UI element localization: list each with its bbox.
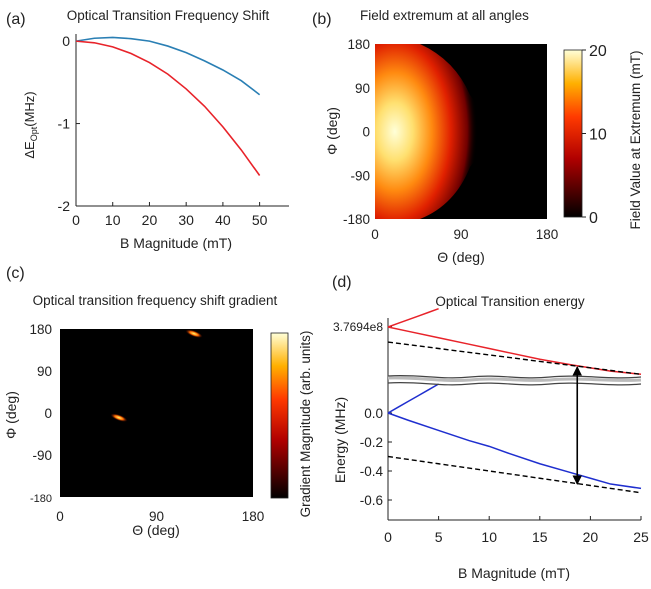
panel-a-title: Optical Transition Frequency Shift	[67, 8, 270, 23]
panel-b-x-tick-label: 180	[536, 227, 559, 242]
panel-d-y-tick-label: 0.0	[364, 406, 383, 421]
panel-c-hotspots	[110, 329, 203, 422]
panel-d-x-tick-label: 15	[532, 529, 548, 545]
panel-a-series-line-1	[75, 36, 261, 96]
panel-b-heatmap-blob	[375, 44, 485, 219]
panel-b-letter: (b)	[312, 11, 332, 28]
panel-a-y-tick-label: 0	[62, 33, 70, 49]
panel-d-x-tick-label: 0	[384, 529, 392, 545]
panel-d-axis-break	[387, 375, 642, 386]
panel-b-y-tick-label: 90	[355, 81, 370, 96]
panel-a-y-ticks: 0 -1 -2	[58, 33, 80, 214]
panel-c-x-ticks: 0 90 180	[56, 509, 264, 524]
panel-c-hotspot	[110, 413, 128, 422]
panel-c-hotspot	[185, 329, 203, 338]
panel-a-x-ticks: 0 10 20 30 40 50	[72, 202, 268, 228]
panel-d-y-tick-label: -0.6	[360, 493, 383, 508]
panel-d-y-label: Energy (MHz)	[332, 397, 348, 483]
panel-b-y-tick-label: 180	[347, 37, 370, 52]
panel-a-series-line-2	[75, 40, 261, 176]
panel-d-letter: (d)	[332, 274, 352, 291]
panel-d-x-label: B Magnitude (mT)	[458, 565, 570, 581]
panel-d-x-tick-label: 20	[583, 529, 599, 545]
panel-b-y-tick-label: 0	[362, 125, 370, 140]
panel-d-series	[387, 308, 642, 494]
panel-d-x-tick-label: 5	[435, 529, 443, 545]
panel-c-y-label: Φ (deg)	[3, 391, 19, 439]
panel-b-colorbar-label: Field Value at Extremum (mT)	[628, 50, 643, 229]
panel-d-title: Optical Transition energy	[435, 294, 585, 309]
panel-d-x-tick-label: 25	[633, 529, 649, 545]
panel-b-x-tick-label: 90	[453, 227, 468, 242]
panel-b-x-ticks: 0 90 180	[371, 227, 558, 242]
panel-c: (c) Optical transition frequency shift g…	[3, 265, 313, 538]
panel-a-series	[75, 36, 261, 176]
panel-a-x-tick-label: 40	[215, 212, 231, 228]
panel-b-y-ticks: 180 90 0 -90 -180	[343, 37, 370, 227]
panel-c-y-ticks: 180 90 0 -90 -180	[29, 322, 52, 505]
panel-b-colorbar-tick-label: 20	[589, 43, 607, 60]
panel-d: (d) Optical Transition energy 0 5 10 15 20 25…	[332, 274, 649, 581]
panel-a: (a) Optical Transition Frequency Shift 0…	[6, 8, 289, 251]
panel-c-x-label: Θ (deg)	[132, 522, 179, 538]
panel-d-lower-series-line-2	[387, 412, 642, 490]
panel-a-letter: (a)	[6, 11, 26, 28]
panel-c-title: Optical transition frequency shift gradi…	[33, 293, 278, 308]
panel-d-x-tick-label: 10	[481, 529, 497, 545]
panel-c-y-tick-label: -90	[32, 448, 52, 463]
panel-a-y-label: ΔEOpt(MHz)	[22, 91, 39, 158]
panel-d-upper-series-line-2	[387, 326, 642, 376]
panel-c-colorbar-label: Gradient Magnitude (arb. units)	[298, 331, 313, 518]
panel-d-upper-tick: 3.7694e8	[333, 320, 383, 334]
panel-d-lower-series-line-3	[387, 455, 642, 494]
panel-d-y-ticks: 0.0 -0.2 -0.4 -0.6	[360, 326, 392, 508]
panel-d-upper-series-line-3	[387, 341, 642, 375]
panel-a-x-tick-label: 50	[252, 212, 268, 228]
panel-b-colorbar-tick-label: 10	[589, 127, 607, 144]
panel-c-x-tick-label: 180	[242, 509, 265, 524]
panel-b-y-label: Φ (deg)	[324, 107, 340, 155]
panel-b-title: Field extremum at all angles	[360, 8, 529, 23]
panel-a-x-label: B Magnitude (mT)	[120, 235, 232, 251]
panel-b-colorbar	[563, 49, 583, 218]
panel-c-y-tick-label: 180	[29, 322, 52, 337]
panel-a-x-tick-label: 10	[105, 212, 121, 228]
panel-b: (b) Field extremum at all angles 0 90 180 …	[312, 8, 643, 265]
panel-c-y-tick-label: -180	[30, 493, 52, 505]
panel-c-letter: (c)	[6, 265, 25, 282]
panel-b-x-label: Θ (deg)	[437, 249, 484, 265]
panel-d-lower-series-line-1	[387, 383, 439, 414]
panel-b-colorbar-ticks: 0 10 20	[582, 43, 607, 227]
panel-c-heatmap-bg	[60, 329, 253, 497]
panel-c-x-tick-label: 0	[56, 509, 64, 524]
panel-a-y-tick-label: -2	[58, 198, 71, 214]
panel-a-y-tick-label: -1	[58, 116, 71, 132]
panel-b-colorbar-tick-label: 0	[589, 210, 598, 227]
panel-b-x-tick-label: 0	[371, 227, 379, 242]
panel-d-y-tick-label: -0.4	[360, 464, 384, 479]
panel-a-x-tick-label: 30	[178, 212, 194, 228]
panel-b-y-tick-label: -180	[343, 212, 370, 227]
panel-a-x-tick-label: 20	[142, 212, 158, 228]
panel-b-y-tick-label: -90	[350, 168, 370, 183]
panel-c-y-tick-label: 0	[44, 406, 52, 421]
panel-c-x-tick-label: 90	[149, 509, 164, 524]
panel-d-upper-series-line-1	[387, 308, 439, 328]
panel-a-x-tick-label: 0	[72, 212, 80, 228]
panel-c-y-tick-label: 90	[37, 364, 52, 379]
panel-d-x-ticks: 0 5 10 15 20 25	[384, 516, 649, 545]
panel-c-colorbar	[270, 332, 289, 499]
panel-d-y-tick-label: -0.2	[360, 435, 383, 450]
